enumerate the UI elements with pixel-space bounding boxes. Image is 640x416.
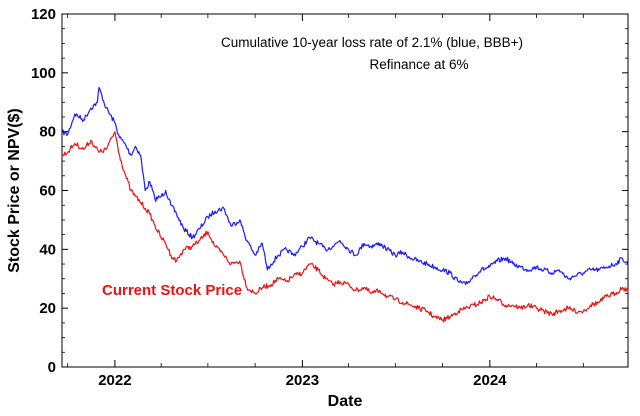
x-tick-label: 2024 (473, 372, 507, 389)
y-tick-label: 120 (31, 6, 56, 23)
series-line-1 (61, 131, 629, 323)
annotation-refinance: Refinance at 6% (369, 57, 468, 72)
y-tick-label: 100 (31, 65, 56, 82)
y-tick-label: 20 (39, 300, 56, 317)
axes-layer: 0 20 40 60 80 100 120 2022 2023 2024 (31, 6, 628, 389)
series-label-current-stock-price: Current Stock Price (102, 282, 242, 299)
y-tick-label: 40 (39, 241, 56, 258)
y-tick-label: 60 (39, 183, 56, 200)
y-tick-label: 80 (39, 124, 56, 141)
x-axis-title: Date (328, 393, 363, 410)
series-layer (61, 86, 629, 323)
plot-area-border (61, 13, 629, 368)
y-tick-label: 0 (48, 359, 56, 376)
text-layer: Date Stock Price or NPV($) Cumulative 10-y… (6, 35, 523, 410)
x-tick-label: 2022 (98, 372, 131, 389)
plot-frame (61, 13, 629, 368)
annotation-loss-rate: Cumulative 10-year loss rate of 2.1% (bl… (221, 35, 523, 50)
x-tick-label: 2023 (286, 372, 319, 389)
y-axis-title: Stock Price or NPV($) (6, 108, 23, 273)
series-line-0 (61, 86, 629, 286)
